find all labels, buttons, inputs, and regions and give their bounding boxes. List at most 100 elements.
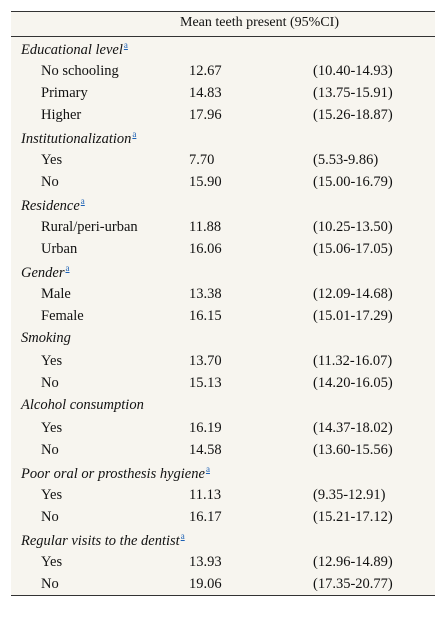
table-row: Yes 11.13 (9.35-12.91) [11, 484, 435, 506]
group-label-text: Institutionalization [21, 130, 132, 147]
table-row: No 19.06 (17.35-20.77) [11, 573, 435, 595]
row-mean-value: 16.06 [189, 241, 222, 257]
row-mean-value: 7.70 [189, 152, 215, 168]
group-row: Residencea [11, 193, 435, 216]
row-label: Yes [41, 152, 63, 168]
row-label: Yes [41, 554, 63, 570]
footnote-link[interactable]: a [180, 531, 185, 541]
footnote-link[interactable]: a [80, 196, 85, 206]
row-ci-value: (14.37-18.02) [313, 420, 393, 436]
table-row: No 15.13 (14.20-16.05) [11, 372, 435, 394]
row-ci-value: (5.53-9.86) [313, 152, 379, 168]
group-label: Regular visits to the dentista [21, 531, 185, 550]
row-mean-value: 16.17 [189, 509, 222, 525]
group-label: Gendera [21, 263, 70, 282]
group-row: Gendera [11, 260, 435, 283]
table-row: Male 13.38 (12.09-14.68) [11, 283, 435, 305]
footnote-link[interactable]: a [132, 129, 137, 139]
data-table: Mean teeth present (95%CI) Educational l… [11, 11, 435, 596]
table-row: Female 16.15 (15.01-17.29) [11, 305, 435, 327]
table-body: Educational levela No schooling 12.67 (10.4… [11, 37, 435, 595]
footnote-link[interactable]: a [65, 263, 70, 273]
row-mean-value: 17.96 [189, 107, 222, 123]
row-mean-value: 13.38 [189, 286, 222, 302]
row-ci-value: (17.35-20.77) [313, 576, 393, 592]
row-label: Yes [41, 487, 63, 503]
row-label: Female [41, 308, 84, 324]
row-ci-value: (13.60-15.56) [313, 442, 393, 458]
row-mean-value: 12.67 [189, 63, 222, 79]
row-mean-value: 16.15 [189, 308, 222, 324]
row-mean-value: 15.13 [189, 375, 222, 391]
table-row: No 15.90 (15.00-16.79) [11, 171, 435, 193]
group-label-text: Alcohol consumption [21, 397, 144, 413]
table-row: No 16.17 (15.21-17.12) [11, 506, 435, 528]
row-label: No [41, 174, 59, 190]
row-label: No [41, 375, 59, 391]
table-row: No 14.58 (13.60-15.56) [11, 439, 435, 461]
table-row: No schooling 12.67 (10.40-14.93) [11, 60, 435, 82]
group-label: Residencea [21, 196, 85, 215]
row-mean-value: 15.90 [189, 174, 222, 190]
group-label: Poor oral or prosthesis hygienea [21, 464, 210, 483]
row-ci-value: (13.75-15.91) [313, 85, 393, 101]
group-row: Alcohol consumption [11, 394, 435, 417]
row-label: No [41, 442, 59, 458]
row-ci-value: (10.40-14.93) [313, 63, 393, 79]
row-label: Male [41, 286, 71, 302]
row-ci-value: (12.09-14.68) [313, 286, 393, 302]
row-label: Rural/peri-urban [41, 219, 138, 235]
row-label: No schooling [41, 63, 119, 79]
table-row: Higher 17.96 (15.26-18.87) [11, 104, 435, 126]
group-label-text: Educational level [21, 41, 123, 58]
table-row: Yes 13.93 (12.96-14.89) [11, 551, 435, 573]
row-ci-value: (15.00-16.79) [313, 174, 393, 190]
table-row: Primary 14.83 (13.75-15.91) [11, 82, 435, 104]
table-row: Urban 16.06 (15.06-17.05) [11, 238, 435, 260]
group-label-text: Residence [21, 197, 80, 214]
row-mean-value: 11.88 [189, 219, 222, 235]
row-mean-value: 11.13 [189, 487, 222, 503]
table-header: Mean teeth present (95%CI) [11, 12, 435, 37]
row-label: Urban [41, 241, 78, 257]
row-mean-value: 14.58 [189, 442, 222, 458]
table-row: Yes 16.19 (14.37-18.02) [11, 417, 435, 439]
group-label-text: Poor oral or prosthesis hygiene [21, 465, 205, 482]
row-label: No [41, 509, 59, 525]
row-ci-value: (14.20-16.05) [313, 375, 393, 391]
row-ci-value: (15.21-17.12) [313, 509, 393, 525]
row-ci-value: (15.01-17.29) [313, 308, 393, 324]
row-label: Primary [41, 85, 88, 101]
table-row: Yes 13.70 (11.32-16.07) [11, 350, 435, 372]
row-label: No [41, 576, 59, 592]
row-mean-value: 16.19 [189, 420, 222, 436]
group-row: Poor oral or prosthesis hygienea [11, 461, 435, 484]
row-ci-value: (15.06-17.05) [313, 241, 393, 257]
row-ci-value: (12.96-14.89) [313, 554, 393, 570]
group-label: Smoking [21, 330, 71, 347]
group-label: Institutionalizationa [21, 129, 136, 148]
footnote-link[interactable]: a [205, 464, 210, 474]
group-label-text: Regular visits to the dentist [21, 532, 180, 549]
group-row: Educational levela [11, 37, 435, 60]
row-ci-value: (11.32-16.07) [313, 353, 393, 369]
row-ci-value: (15.26-18.87) [313, 107, 393, 123]
row-label: Higher [41, 107, 82, 123]
table-row: Rural/peri-urban 11.88 (10.25-13.50) [11, 216, 435, 238]
row-ci-value: (9.35-12.91) [313, 487, 386, 503]
group-row: Regular visits to the dentista [11, 528, 435, 551]
table-row: Yes 7.70 (5.53-9.86) [11, 149, 435, 171]
row-label: Yes [41, 353, 63, 369]
column-header-mean-teeth: Mean teeth present (95%CI) [180, 15, 339, 30]
group-label: Alcohol consumption [21, 397, 144, 414]
row-mean-value: 14.83 [189, 85, 222, 101]
row-mean-value: 19.06 [189, 576, 222, 592]
group-row: Institutionalizationa [11, 126, 435, 149]
group-row: Smoking [11, 327, 435, 350]
row-ci-value: (10.25-13.50) [313, 219, 393, 235]
group-label: Educational levela [21, 40, 128, 59]
row-label: Yes [41, 420, 63, 436]
row-mean-value: 13.93 [189, 554, 222, 570]
footnote-link[interactable]: a [123, 40, 128, 50]
row-mean-value: 13.70 [189, 353, 222, 369]
